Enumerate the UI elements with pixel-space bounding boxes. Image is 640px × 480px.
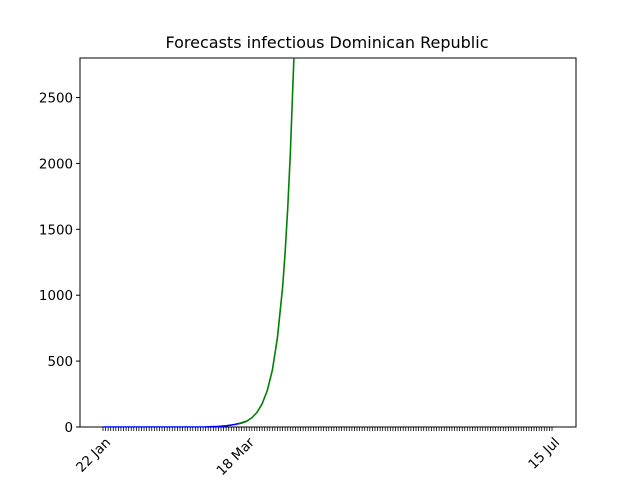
y-tick-label: 0: [64, 421, 73, 436]
y-tick-label: 500: [47, 355, 73, 370]
chart-title: Forecasts infectious Dominican Republic: [166, 33, 489, 52]
x-tick-label: 18 Mar: [214, 435, 258, 479]
y-tick-label: 2500: [39, 92, 73, 107]
y-tick-label: 1500: [39, 223, 73, 238]
series-line-0: [103, 420, 247, 427]
x-tick-label: 15 Jul: [526, 435, 563, 472]
y-tick-label: 1000: [39, 289, 73, 304]
y-tick-label: 2000: [39, 157, 73, 172]
plot-area-frame: [79, 57, 577, 428]
x-axis: 22 Jan 18 Mar 15 Jul: [74, 427, 563, 479]
x-tick-label: 22 Jan: [74, 435, 114, 475]
y-axis: 0 500 1000 1500 2000 2500: [39, 92, 80, 436]
plot-lines: [103, 58, 295, 427]
series-line-1: [238, 58, 295, 425]
